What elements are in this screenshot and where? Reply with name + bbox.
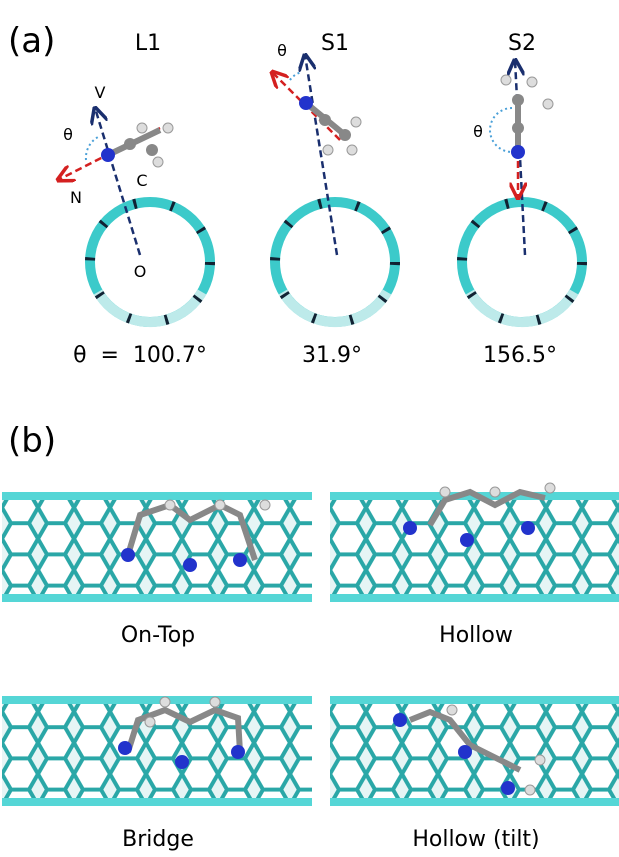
- angle-value: θ = 100.7°: [73, 343, 207, 368]
- figure: (a) L1 S1 S2 V θ N C O θ θ θ = 100.7° 31…: [0, 0, 619, 857]
- nanotube-side: [330, 696, 619, 806]
- structure-name: L1: [135, 31, 161, 56]
- origin-label: O: [134, 262, 147, 281]
- atom-label: C: [136, 171, 147, 190]
- angle-symbol: θ: [277, 41, 287, 60]
- config-caption: Bridge: [122, 827, 194, 852]
- config-caption: Hollow: [439, 623, 513, 648]
- structure-name: S2: [508, 31, 536, 56]
- angle-symbol: θ: [473, 122, 483, 141]
- vector-label: N: [70, 188, 82, 207]
- nanotube-side: [330, 492, 619, 602]
- panel-label: (a): [8, 21, 55, 61]
- angle-value: 31.9°: [302, 343, 362, 368]
- angle-symbol: θ: [63, 125, 73, 144]
- config-caption: Hollow (tilt): [412, 827, 539, 852]
- structure-name: S1: [321, 31, 349, 56]
- angle-value: 156.5°: [483, 343, 557, 368]
- panel-label: (b): [8, 421, 56, 461]
- nanotube-ring: [90, 202, 210, 322]
- l1-vectors: [58, 108, 173, 255]
- nanotube-ring: [275, 202, 395, 322]
- s2-vectors: [490, 60, 553, 255]
- page: (a) L1 S1 S2 V θ N C O θ θ θ = 100.7° 31…: [0, 0, 619, 857]
- config-caption: On-Top: [121, 623, 195, 648]
- vector-label: V: [95, 83, 106, 102]
